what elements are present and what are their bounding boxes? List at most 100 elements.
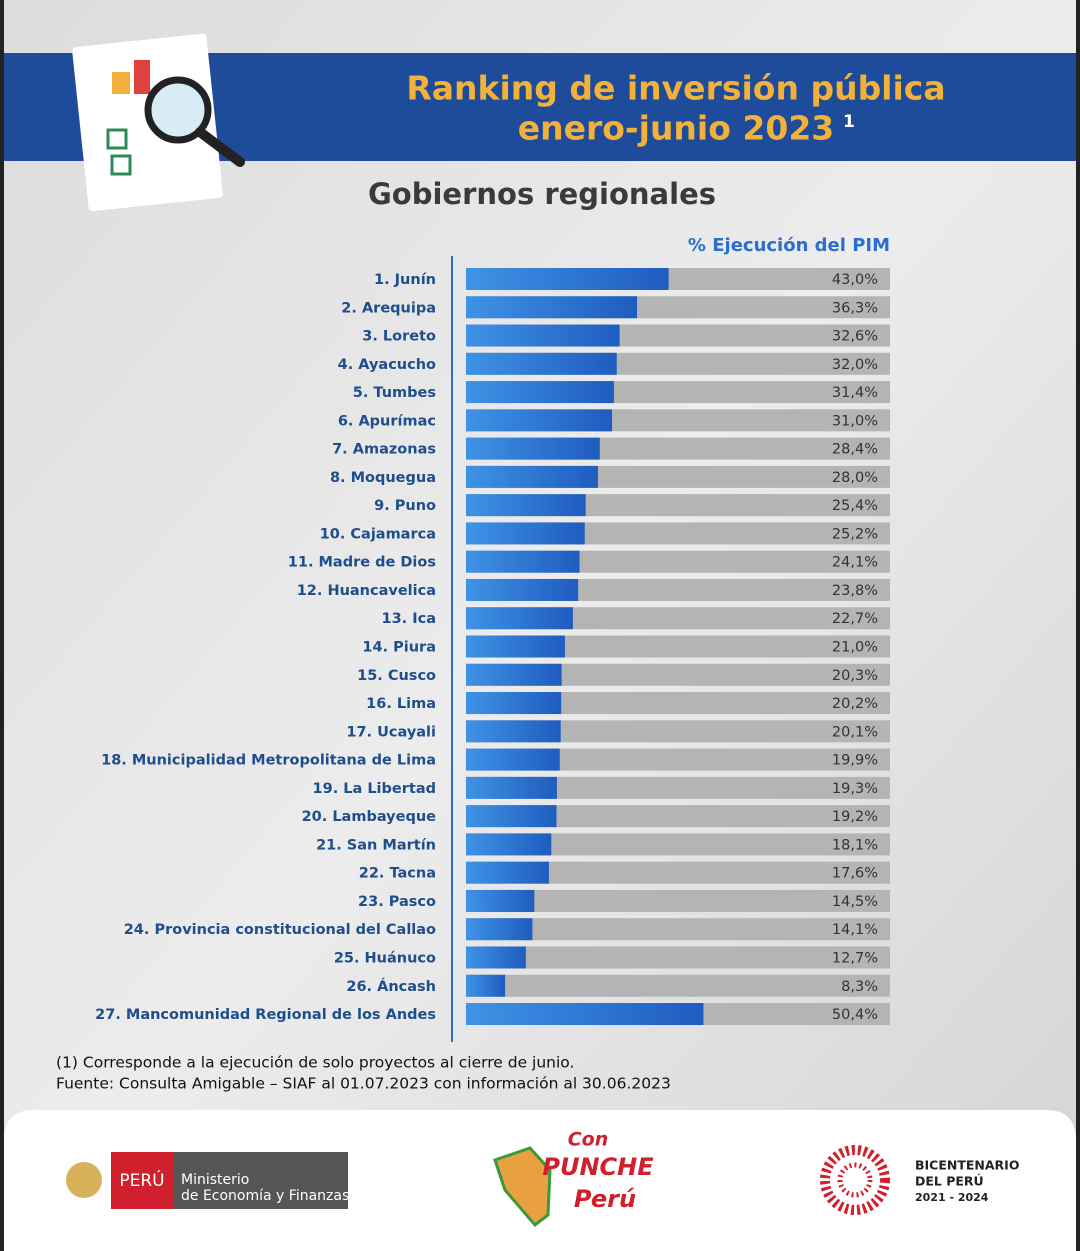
bar xyxy=(466,833,552,856)
title-line: enero-junio 2023 xyxy=(518,109,835,148)
bar xyxy=(466,805,557,828)
bar-track xyxy=(466,663,890,686)
value-label: 31,0% xyxy=(832,413,878,429)
punche-logo: Con PUNCHE Perú xyxy=(493,1129,654,1228)
category-label: 22. Tacna xyxy=(359,866,436,882)
category-label: 26. Áncash xyxy=(346,978,436,995)
category-label: 2. Arequipa xyxy=(341,300,436,316)
bar xyxy=(466,607,573,630)
bar xyxy=(466,324,620,347)
value-label: 32,0% xyxy=(832,357,878,373)
bar-track xyxy=(466,635,890,658)
category-label: 17. Ucayali xyxy=(346,724,436,740)
bar xyxy=(466,918,533,941)
value-label: 14,5% xyxy=(832,894,878,910)
category-label: 9. Puno xyxy=(374,498,436,514)
title-note: 1 xyxy=(843,112,855,132)
footnote: Fuente: Consulta Amigable – SIAF al 01.0… xyxy=(56,1075,671,1093)
value-label: 31,4% xyxy=(832,385,878,401)
bar xyxy=(466,352,617,375)
bar-track xyxy=(466,861,890,884)
category-label: 20. Lambayeque xyxy=(302,809,437,825)
category-label: 25. Huánuco xyxy=(334,950,436,966)
bar xyxy=(466,437,600,460)
logo-text: Con xyxy=(568,1129,609,1151)
report-icon xyxy=(72,33,245,212)
logo-text: Perú xyxy=(574,1185,636,1213)
value-label: 25,4% xyxy=(832,498,878,514)
bar-track xyxy=(466,833,890,856)
category-label: 4. Ayacucho xyxy=(338,357,436,373)
bar-track xyxy=(466,889,890,912)
bar-track xyxy=(466,748,890,771)
bar-track xyxy=(466,946,890,969)
bar-track xyxy=(466,805,890,828)
value-label: 20,1% xyxy=(832,724,878,740)
value-label: 36,3% xyxy=(832,300,878,316)
category-label: 1. Junín xyxy=(374,272,436,288)
bar xyxy=(466,494,586,517)
bar xyxy=(466,748,560,771)
category-label: 23. Pasco xyxy=(358,894,436,910)
category-label: 16. Lima xyxy=(366,696,436,712)
value-label: 43,0% xyxy=(832,272,878,288)
category-label: 12. Huancavelica xyxy=(297,583,436,599)
value-label: 20,2% xyxy=(832,696,878,712)
value-label: 50,4% xyxy=(832,1007,878,1023)
bar-track xyxy=(466,720,890,743)
footnote: (1) Corresponde a la ejecución de solo p… xyxy=(56,1054,574,1072)
category-label: 8. Moquegua xyxy=(330,470,436,486)
bar-track xyxy=(466,918,890,941)
value-label: 28,4% xyxy=(832,442,878,458)
category-label: 10. Cajamarca xyxy=(320,526,436,542)
logo-text: Ministerio xyxy=(181,1172,249,1188)
subtitle: Gobiernos regionales xyxy=(368,177,716,211)
bar xyxy=(466,381,614,404)
value-label: 28,0% xyxy=(832,470,878,486)
category-label: 21. San Martín xyxy=(316,837,436,853)
logo-text: de Economía y Finanzas xyxy=(181,1188,349,1204)
value-label: 24,1% xyxy=(832,555,878,571)
logo-text: PUNCHE xyxy=(542,1153,654,1181)
bar xyxy=(466,776,557,799)
value-label: 21,0% xyxy=(832,640,878,656)
bar xyxy=(466,720,561,743)
value-label: 25,2% xyxy=(832,526,878,542)
bar xyxy=(466,889,535,912)
bar xyxy=(466,465,598,488)
value-label: 14,1% xyxy=(832,922,878,938)
value-label: 23,8% xyxy=(832,583,878,599)
category-label: 18. Municipalidad Metropolitana de Lima xyxy=(101,753,436,769)
value-label: 19,2% xyxy=(832,809,878,825)
bar xyxy=(466,296,638,319)
logo-text: BICENTENARIO xyxy=(915,1158,1019,1173)
category-label: 3. Loreto xyxy=(362,329,436,345)
ministry-logo: PERÚ Ministerio de Economía y Finanzas xyxy=(66,1152,349,1209)
category-label: 6. Apurímac xyxy=(338,413,436,429)
bar xyxy=(466,522,585,545)
value-label: 17,6% xyxy=(832,866,878,882)
category-label: 11. Madre de Dios xyxy=(288,555,436,571)
value-label: 19,9% xyxy=(832,753,878,769)
category-label: 5. Tumbes xyxy=(353,385,436,401)
title-line: Ranking de inversión pública xyxy=(406,69,945,108)
bar xyxy=(466,550,580,573)
logo-text: PERÚ xyxy=(119,1169,164,1191)
category-label: 14. Piura xyxy=(362,640,436,656)
bar xyxy=(466,692,562,715)
category-label: 27. Mancomunidad Regional de los Andes xyxy=(95,1007,436,1023)
logo-text: 2021 - 2024 xyxy=(915,1191,989,1204)
value-label: 12,7% xyxy=(832,950,878,966)
value-label: 8,3% xyxy=(841,979,878,995)
bar xyxy=(466,663,562,686)
bar-track xyxy=(466,974,890,997)
logo-text: DEL PERÚ xyxy=(915,1174,984,1189)
bar-track xyxy=(466,692,890,715)
value-label: 22,7% xyxy=(832,611,878,627)
value-label: 18,1% xyxy=(832,837,878,853)
category-label: 19. La Libertad xyxy=(313,781,436,797)
value-label: 19,3% xyxy=(832,781,878,797)
bar xyxy=(466,946,526,969)
bar xyxy=(466,861,549,884)
